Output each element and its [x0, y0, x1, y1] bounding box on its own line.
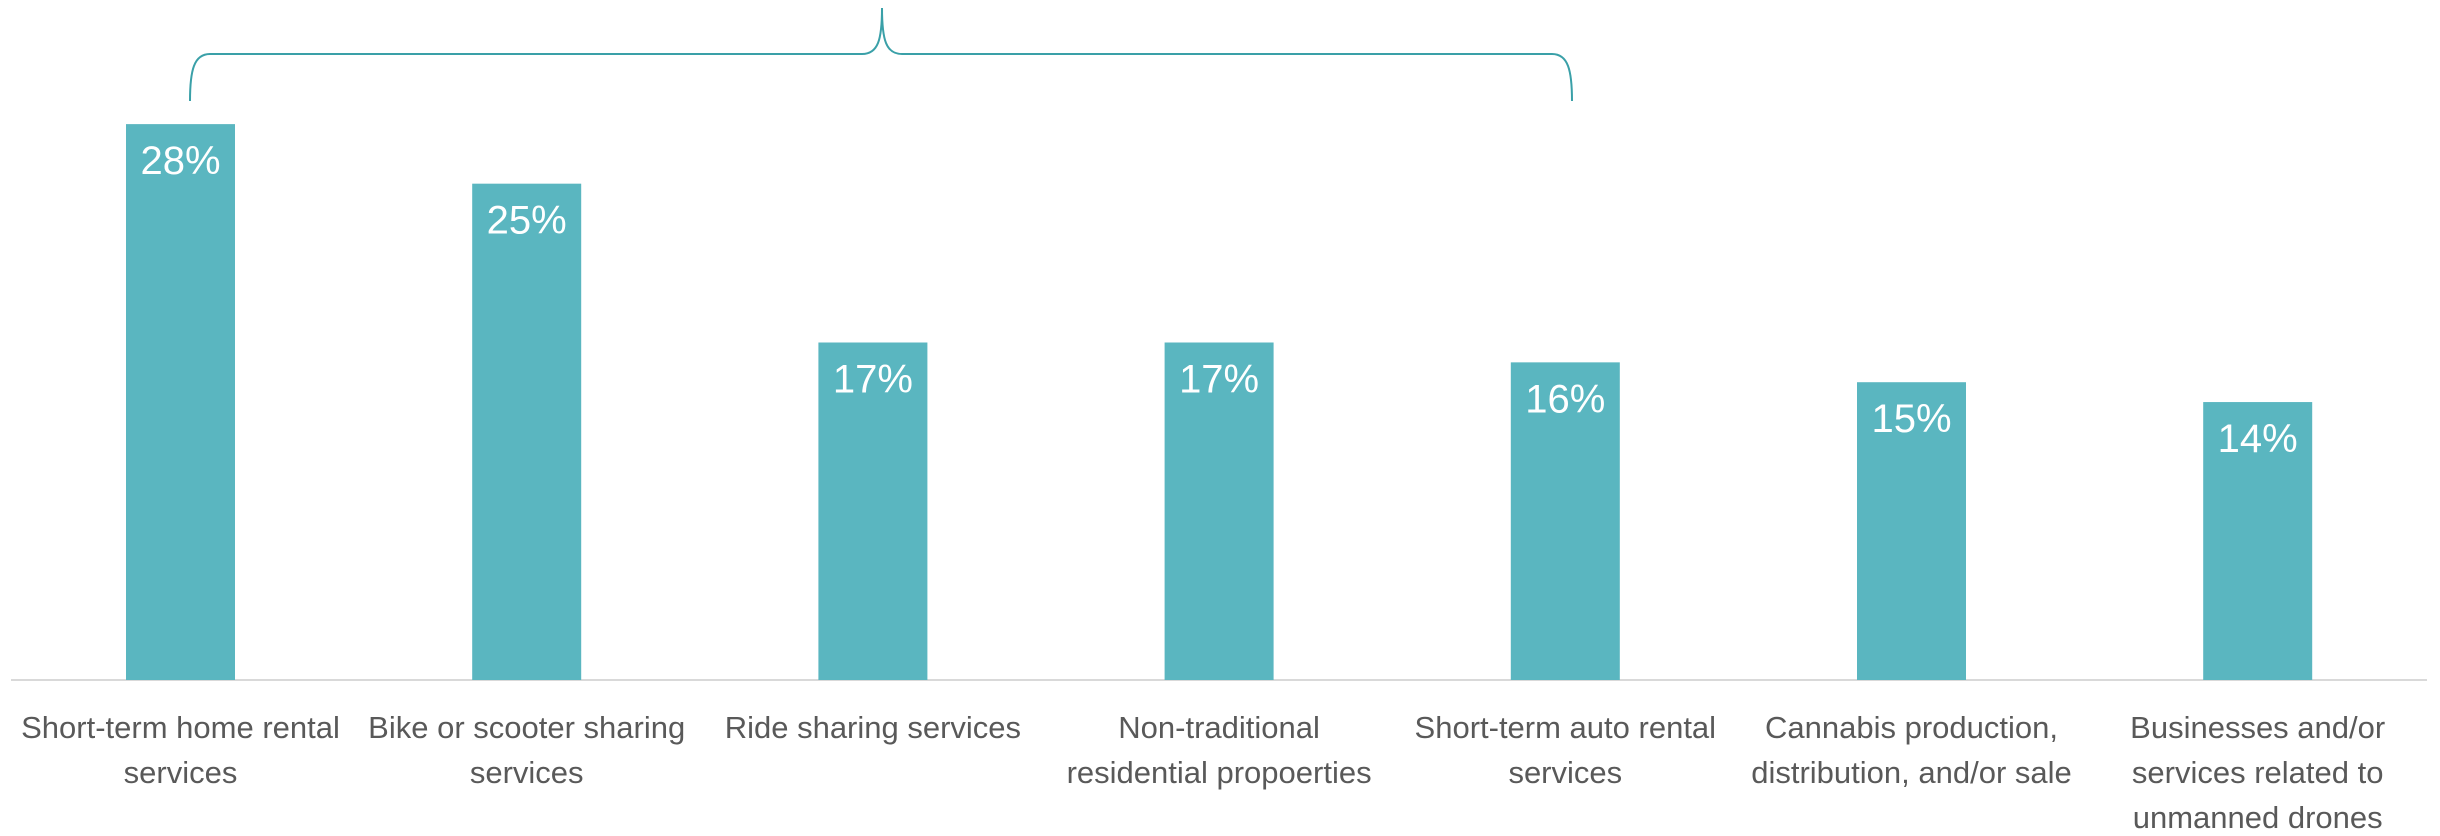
bar: [472, 183, 582, 681]
data-label: 15%: [1871, 397, 1951, 441]
data-label: 17%: [1179, 358, 1259, 402]
data-label: 17%: [833, 358, 913, 402]
x-tick-label: Non-traditional residential propoerties: [1066, 710, 1372, 790]
x-tick-label: Cannabis production, distribution, and/o…: [1751, 710, 2072, 790]
data-label: 14%: [2218, 417, 2298, 461]
data-label: 25%: [487, 199, 567, 243]
bar: [126, 124, 235, 680]
x-tick-label: Ride sharing services: [724, 710, 1022, 745]
bar: [1510, 362, 1620, 680]
bar: [1164, 342, 1274, 680]
x-tick-label: Bike or scooter sharing services: [368, 710, 686, 790]
x-tick-label: Short-term auto rental services: [1414, 710, 1717, 790]
x-tick-label: Short-term home rental services: [21, 710, 340, 790]
x-tick-label: Businesses and/or services related to un…: [2130, 710, 2386, 835]
bar: [2203, 402, 2313, 680]
data-label: 16%: [1525, 377, 1605, 421]
bar: [818, 342, 928, 680]
data-label: 28%: [140, 139, 220, 183]
bar: [1857, 382, 1966, 680]
bracket: [189, 7, 1573, 102]
